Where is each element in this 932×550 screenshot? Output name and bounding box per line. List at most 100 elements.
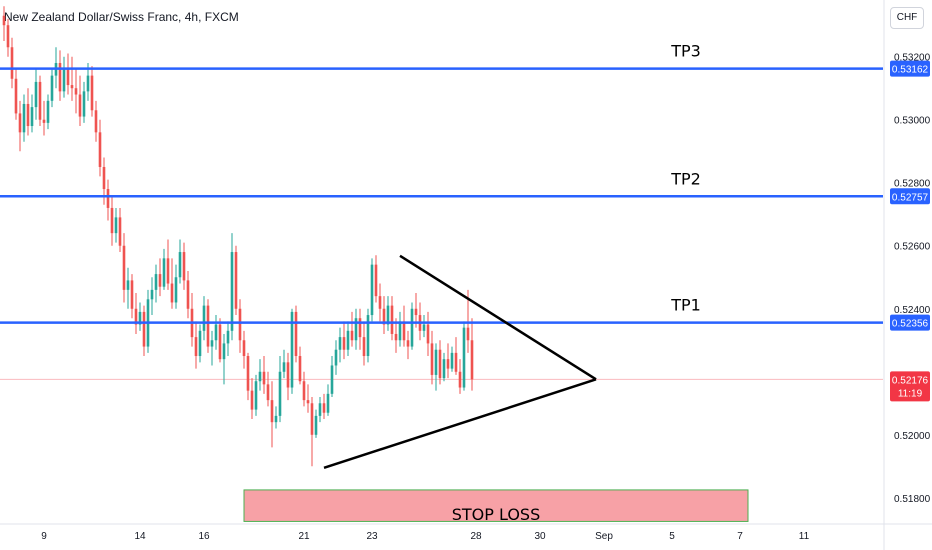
candle-body	[242, 340, 246, 357]
candle	[362, 321, 366, 366]
candle-body	[334, 349, 338, 366]
candle-body	[398, 321, 402, 341]
candle	[70, 56, 74, 101]
price-tick-label: 0.53200	[894, 53, 931, 64]
current-price-box	[890, 371, 930, 402]
candle	[306, 384, 310, 413]
candle	[158, 258, 162, 297]
candle-body	[102, 166, 106, 190]
time-tick-label: 28	[470, 531, 482, 542]
candle-body	[270, 400, 274, 423]
triangle-pattern[interactable]	[323, 254, 597, 470]
candle-body	[150, 289, 154, 300]
candle-body	[98, 132, 102, 167]
candle	[326, 384, 330, 416]
candle	[162, 248, 166, 290]
candle	[42, 100, 46, 136]
price-axis[interactable]: 0.53200 0.53000 0.52800 0.52600 0.52400 0.520…	[890, 53, 931, 505]
candle	[222, 333, 226, 385]
candle-body	[162, 258, 166, 287]
candle	[150, 277, 154, 316]
symbol-title: New Zealand Dollar/Swiss Franc, 4h, FXCM	[4, 10, 239, 24]
candle	[266, 371, 270, 407]
candle	[122, 233, 126, 303]
candle-body	[82, 91, 86, 117]
candle-body	[30, 107, 34, 127]
candle-body	[142, 311, 146, 347]
candle-body	[74, 88, 78, 95]
candle-body	[14, 78, 18, 114]
level-tp2[interactable]: TP2 0.52757	[0, 169, 930, 205]
candle-body	[238, 308, 242, 341]
candle-body	[382, 308, 386, 325]
candle-body	[90, 75, 94, 111]
candle	[10, 37, 14, 89]
candle-body	[434, 349, 438, 375]
candle-body	[34, 81, 38, 108]
candle-body	[454, 352, 458, 372]
price-tick-label: 0.53000	[894, 116, 931, 127]
candle	[190, 293, 194, 347]
candle-body	[462, 327, 466, 388]
candle	[14, 69, 18, 120]
candle	[206, 299, 210, 353]
level-tp3[interactable]: TP3 0.53162	[0, 42, 930, 77]
candle-body	[330, 365, 334, 394]
candle-body	[350, 330, 354, 341]
currency-button[interactable]: CHF	[890, 7, 924, 29]
candle-body	[158, 274, 162, 287]
candle-body	[38, 81, 42, 120]
level-tp1[interactable]: TP1 0.52356	[0, 296, 930, 331]
candle	[62, 56, 66, 98]
candle-body	[410, 308, 414, 347]
candle-body	[234, 252, 238, 309]
time-axis[interactable]: 9 14 16 21 23 28 30 Sep 5 7 11	[41, 531, 809, 542]
candle	[2, 6, 6, 41]
candle-body	[326, 393, 330, 413]
candle-body	[170, 283, 174, 303]
current-price-badge[interactable]: 0.52176 11:19	[890, 371, 930, 402]
candle	[102, 157, 106, 205]
candle-body	[394, 333, 398, 341]
candle-body	[282, 362, 286, 372]
candle	[118, 207, 122, 253]
candle-body	[250, 390, 254, 410]
time-tick-label: 21	[298, 531, 310, 542]
candle	[138, 302, 142, 331]
candle	[318, 396, 322, 423]
candle-body	[42, 119, 46, 123]
candle-body	[430, 343, 434, 375]
candle	[382, 296, 386, 334]
level-price-text: 0.52356	[892, 319, 929, 330]
candle	[246, 352, 250, 401]
candle-body	[354, 318, 358, 341]
level-price-badge	[890, 60, 930, 77]
candle-body	[10, 47, 14, 79]
candle-body	[198, 330, 202, 357]
candle	[38, 75, 42, 127]
candle-body	[378, 296, 382, 309]
candle	[310, 396, 314, 467]
stop-loss-zone[interactable]: STOP LOSS	[243, 489, 749, 524]
candle-body	[466, 327, 470, 341]
candle	[278, 356, 282, 423]
triangle-upper-line	[399, 254, 597, 381]
candle-body	[178, 252, 182, 278]
candle	[342, 321, 346, 360]
stop-loss-box	[243, 489, 749, 522]
candle	[210, 330, 214, 366]
target-levels[interactable]: TP3 0.53162 TP2 0.52757 TP1 0.52356	[0, 42, 930, 331]
candle-body	[166, 258, 170, 284]
candle	[322, 393, 326, 420]
time-tick-label: 23	[366, 531, 378, 542]
price-tick-label: 0.52800	[894, 179, 931, 190]
candle	[366, 308, 370, 363]
time-tick-label: 30	[534, 531, 546, 542]
candle	[374, 255, 378, 303]
candle	[238, 299, 242, 353]
candle	[218, 318, 222, 363]
candle	[126, 267, 130, 309]
candle-body	[246, 356, 250, 391]
candle	[6, 18, 10, 57]
